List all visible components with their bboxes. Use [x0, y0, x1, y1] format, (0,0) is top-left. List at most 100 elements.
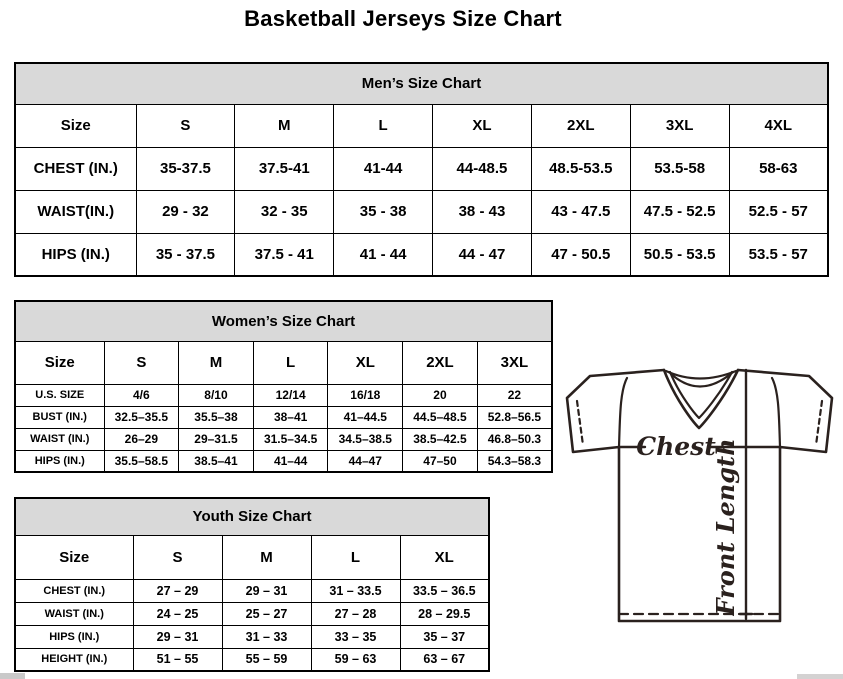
jersey-sleeve-seam-right [770, 376, 782, 449]
column-header: 3XL [629, 103, 730, 148]
column-header: XL [432, 103, 532, 148]
table-cell: 35 - 37.5 [135, 232, 236, 277]
column-header: S [132, 534, 223, 580]
table-header-band: Men’s Size Chart [14, 62, 829, 105]
table-row: WAIST(IN.) 29 - 32 32 - 35 35 - 38 38 - … [14, 189, 829, 234]
table-cell: 4/6 [103, 383, 180, 407]
table-cell: 55 – 59 [221, 647, 312, 672]
table-row: HIPS (IN.) 35.5–58.5 38.5–41 41–44 44–47… [14, 449, 553, 473]
jersey-outline-drawing: Chest Front Length [565, 368, 834, 623]
table-cell: 33.5 – 36.5 [399, 578, 490, 603]
table-cell: 59 – 63 [310, 647, 401, 672]
table-cell: 43 - 47.5 [530, 189, 631, 234]
table-cell: 29–31.5 [178, 427, 254, 451]
column-header: S [103, 340, 180, 385]
table-cell: 35-37.5 [135, 146, 236, 191]
table-row: WAIST (IN.) 24 – 25 25 – 27 27 – 28 28 –… [14, 601, 490, 626]
row-label: HIPS (IN.) [14, 449, 105, 473]
column-header: 4XL [728, 103, 829, 148]
table-cell: 41-44 [333, 146, 434, 191]
column-header: XL [327, 340, 404, 385]
table-row: HIPS (IN.) 29 – 31 31 – 33 33 – 35 35 – … [14, 624, 490, 649]
jersey-collar-inner [668, 370, 734, 420]
screenshot-edge-fragment [0, 673, 25, 679]
table-cell: 34.5–38.5 [327, 427, 404, 451]
youth-size-table: Youth Size Chart Size S M L XL CHEST (IN… [14, 497, 490, 672]
jersey-measurement-diagram: Chest Front Length [556, 355, 843, 630]
table-cell: 20 [402, 383, 478, 407]
table-cell: 28 – 29.5 [399, 601, 490, 626]
table-cell: 25 – 27 [221, 601, 312, 626]
table-row: BUST (IN.) 32.5–35.5 35.5–38 38–41 41–44… [14, 405, 553, 429]
column-header: L [333, 103, 434, 148]
table-row: HIPS (IN.) 35 - 37.5 37.5 - 41 41 - 44 4… [14, 232, 829, 277]
jersey-collar-outer [662, 368, 740, 430]
table-cell: 38 - 43 [432, 189, 532, 234]
row-label: U.S. SIZE [14, 383, 105, 407]
table-row: U.S. SIZE 4/6 8/10 12/14 16/18 20 22 [14, 383, 553, 407]
column-header: Size [14, 534, 134, 580]
column-header: M [234, 103, 335, 148]
row-label: WAIST(IN.) [14, 189, 137, 234]
table-cell: 48.5-53.5 [530, 146, 631, 191]
table-cell: 29 – 31 [132, 624, 223, 649]
table-row: HEIGHT (IN.) 51 – 55 55 – 59 59 – 63 63 … [14, 647, 490, 672]
jersey-sleeve-seam-left [617, 376, 629, 449]
table-cell: 26–29 [103, 427, 180, 451]
column-header: Size [14, 103, 137, 148]
row-label: CHEST (IN.) [14, 146, 137, 191]
table-header-band: Youth Size Chart [14, 497, 490, 536]
table-cell: 63 – 67 [399, 647, 490, 672]
table-cell: 35.5–58.5 [103, 449, 180, 473]
table-cell: 52.5 - 57 [728, 189, 829, 234]
womens-table-title: Women’s Size Chart [14, 300, 553, 342]
table-row: WAIST (IN.) 26–29 29–31.5 31.5–34.5 34.5… [14, 427, 553, 451]
table-cell: 22 [476, 383, 553, 407]
table-cell: 44.5–48.5 [402, 405, 478, 429]
table-cell: 38.5–41 [178, 449, 254, 473]
table-row: CHEST (IN.) 35-37.5 37.5-41 41-44 44-48.… [14, 146, 829, 191]
page-title: Basketball Jerseys Size Chart [244, 6, 562, 31]
mens-size-table: Men’s Size Chart Size S M L XL 2XL 3XL 4… [14, 62, 829, 277]
table-cell: 41 - 44 [333, 232, 434, 277]
row-label: WAIST (IN.) [14, 427, 105, 451]
row-label: HIPS (IN.) [14, 624, 134, 649]
table-cell: 31 – 33 [221, 624, 312, 649]
row-label: HEIGHT (IN.) [14, 647, 134, 672]
table-cell: 53.5-58 [629, 146, 730, 191]
column-header: Size [14, 340, 105, 385]
column-header: L [310, 534, 401, 580]
table-cell: 29 – 31 [221, 578, 312, 603]
table-cell: 31 – 33.5 [310, 578, 401, 603]
table-cell: 44 - 47 [432, 232, 532, 277]
table-cell: 58-63 [728, 146, 829, 191]
row-label: HIPS (IN.) [14, 232, 137, 277]
table-cell: 47–50 [402, 449, 478, 473]
mens-table-title: Men’s Size Chart [14, 62, 829, 105]
table-cell: 41–44.5 [327, 405, 404, 429]
cuff-dashed-line-right [814, 399, 824, 447]
table-cell: 35 - 38 [333, 189, 434, 234]
table-cell: 53.5 - 57 [728, 232, 829, 277]
table-cell: 41–44 [252, 449, 329, 473]
table-cell: 44-48.5 [432, 146, 532, 191]
table-cell: 47.5 - 52.5 [629, 189, 730, 234]
column-header: M [178, 340, 254, 385]
table-cell: 24 – 25 [132, 601, 223, 626]
jersey-collar-back-arc [667, 370, 735, 388]
table-cell: 47 - 50.5 [530, 232, 631, 277]
column-header: M [221, 534, 312, 580]
column-header: S [135, 103, 236, 148]
table-cell: 51 – 55 [132, 647, 223, 672]
youth-table-title: Youth Size Chart [14, 497, 490, 536]
table-cell: 50.5 - 53.5 [629, 232, 730, 277]
row-label: CHEST (IN.) [14, 578, 134, 603]
table-cell: 46.8–50.3 [476, 427, 553, 451]
table-cell: 27 – 29 [132, 578, 223, 603]
table-cell: 35 – 37 [399, 624, 490, 649]
table-cell: 27 – 28 [310, 601, 401, 626]
table-cell: 54.3–58.3 [476, 449, 553, 473]
table-cell: 8/10 [178, 383, 254, 407]
table-cell: 16/18 [327, 383, 404, 407]
table-cell: 31.5–34.5 [252, 427, 329, 451]
